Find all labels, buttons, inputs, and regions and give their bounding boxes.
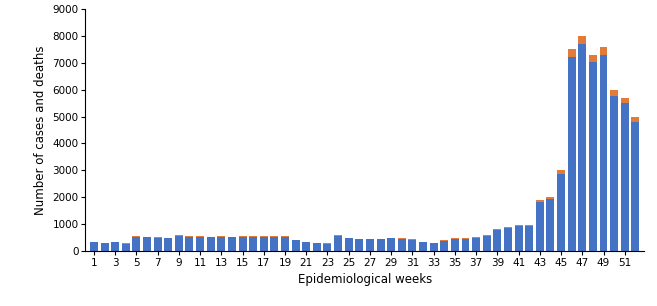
Bar [133, 237, 141, 251]
Bar [568, 57, 576, 251]
Bar [154, 238, 162, 251]
Bar [578, 44, 586, 251]
Bar [472, 238, 480, 251]
Bar [185, 236, 193, 237]
Bar [514, 226, 522, 251]
Bar [355, 239, 363, 251]
Bar [376, 239, 384, 251]
Bar [600, 54, 608, 251]
Bar [621, 103, 629, 251]
Bar [164, 238, 172, 251]
Bar [589, 55, 597, 62]
Bar [260, 237, 268, 251]
Bar [122, 244, 129, 251]
Bar [249, 237, 257, 251]
Bar [143, 237, 151, 251]
Bar [547, 197, 555, 200]
Bar [610, 90, 618, 96]
Bar [472, 237, 480, 238]
Bar [536, 202, 544, 251]
Bar [334, 235, 342, 236]
Bar [228, 237, 236, 251]
Bar [281, 237, 289, 251]
Bar [271, 237, 279, 251]
Bar [493, 230, 501, 251]
X-axis label: Epidemiological weeks: Epidemiological weeks [298, 274, 432, 286]
Bar [154, 237, 162, 238]
Bar [493, 229, 501, 230]
Bar [483, 236, 491, 251]
Bar [504, 228, 512, 251]
Bar [578, 36, 586, 44]
Bar [90, 241, 98, 242]
Bar [440, 241, 448, 251]
Bar [419, 242, 427, 251]
Bar [430, 243, 438, 251]
Y-axis label: Number of cases and deaths: Number of cases and deaths [34, 45, 47, 215]
Bar [133, 236, 141, 237]
Bar [504, 227, 512, 228]
Bar [217, 237, 225, 251]
Bar [568, 50, 576, 57]
Bar [292, 240, 300, 251]
Bar [461, 239, 470, 251]
Bar [366, 239, 374, 251]
Bar [557, 174, 565, 251]
Bar [207, 237, 215, 251]
Bar [111, 242, 119, 251]
Bar [631, 122, 639, 251]
Bar [185, 237, 193, 251]
Bar [302, 241, 310, 242]
Bar [387, 238, 395, 251]
Bar [536, 200, 544, 202]
Bar [600, 47, 608, 54]
Bar [238, 237, 246, 251]
Bar [345, 238, 353, 251]
Bar [175, 236, 183, 251]
Bar [589, 62, 597, 251]
Bar [323, 244, 332, 251]
Bar [525, 226, 533, 251]
Bar [451, 239, 459, 251]
Bar [525, 225, 533, 226]
Bar [409, 239, 417, 240]
Bar [196, 237, 204, 251]
Bar [302, 242, 310, 251]
Bar [175, 235, 183, 236]
Bar [313, 243, 321, 251]
Bar [334, 236, 342, 251]
Bar [90, 242, 98, 251]
Bar [621, 98, 629, 103]
Bar [409, 240, 417, 251]
Bar [461, 238, 470, 239]
Bar [557, 170, 565, 174]
Bar [547, 200, 555, 251]
Bar [483, 235, 491, 236]
Bar [610, 96, 618, 251]
Bar [631, 117, 639, 122]
Bar [514, 225, 522, 226]
Bar [451, 238, 459, 239]
Bar [101, 243, 108, 251]
Bar [397, 239, 406, 251]
Bar [397, 238, 406, 239]
